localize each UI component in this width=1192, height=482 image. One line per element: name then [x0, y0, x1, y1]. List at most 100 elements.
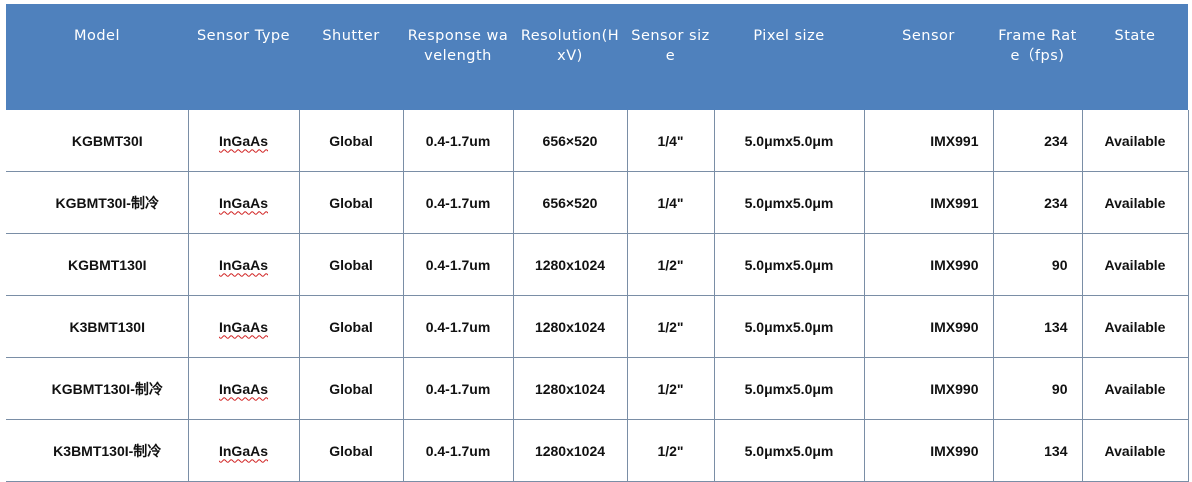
- cell-shutter: Global: [298, 295, 403, 358]
- sensor-value: IMX990: [930, 380, 979, 397]
- cell-sensor-type: InGaAs: [187, 110, 299, 172]
- header-state: State: [1082, 4, 1188, 110]
- table-row: K3BMT130I InGaAs Global 0.4-1.7um 1280x1024 1…: [6, 295, 1189, 358]
- cell-model: KGBMT130I: [6, 233, 188, 296]
- cell-state: Available: [1081, 295, 1189, 358]
- cell-pixel-size: 5.0μmx5.0μm: [713, 295, 864, 358]
- header-sensor-type: Sensor Type: [188, 4, 299, 110]
- state-value: Available: [1104, 132, 1166, 149]
- cell-frame-rate: 134: [992, 295, 1082, 358]
- frame-rate-value: 134: [1044, 442, 1068, 459]
- state-value: Available: [1104, 442, 1166, 459]
- cell-sensor: IMX990: [863, 295, 993, 358]
- cell-resolution: 1280x1024: [512, 233, 627, 296]
- frame-rate-value: 90: [1051, 256, 1068, 273]
- resolution-value: 1280x1024: [534, 256, 606, 273]
- response-wavelength-value: 0.4-1.7um: [425, 132, 491, 149]
- sensor-type-value: InGaAs: [218, 194, 268, 211]
- cell-frame-rate: 234: [992, 171, 1082, 234]
- resolution-value: 656×520: [542, 194, 598, 211]
- pixel-size-value: 5.0μmx5.0μm: [744, 256, 834, 273]
- shutter-value: Global: [329, 132, 373, 149]
- cell-pixel-size: 5.0μmx5.0μm: [713, 171, 864, 234]
- cell-sensor: IMX990: [863, 419, 993, 482]
- cell-resolution: 656×520: [512, 110, 627, 172]
- header-sensor: Sensor: [864, 4, 993, 110]
- model-value: K3BMT130I-制冷: [53, 442, 162, 459]
- header-sensor-size: Sensor size: [627, 4, 714, 110]
- sensor-type-value: InGaAs: [218, 256, 268, 273]
- sensor-type-value: InGaAs: [218, 318, 268, 335]
- sensor-value: IMX991: [930, 132, 979, 149]
- sensor-type-value: InGaAs: [218, 442, 268, 459]
- sensor-value: IMX990: [930, 256, 979, 273]
- cell-model: KGBMT30I-制冷: [6, 171, 188, 234]
- pixel-size-value: 5.0μmx5.0μm: [744, 194, 834, 211]
- model-value: KGBMT130I-制冷: [51, 380, 163, 397]
- response-wavelength-value: 0.4-1.7um: [425, 442, 491, 459]
- model-value: KGBMT30I-制冷: [55, 194, 159, 211]
- shutter-value: Global: [329, 442, 373, 459]
- header-model: Model: [6, 4, 188, 110]
- cell-pixel-size: 5.0μmx5.0μm: [713, 419, 864, 482]
- sensor-type-value: InGaAs: [218, 380, 268, 397]
- cell-sensor-size: 1/4": [626, 171, 714, 234]
- sensor-type-value: InGaAs: [218, 132, 268, 149]
- cell-sensor: IMX991: [863, 110, 993, 172]
- cell-response-wavelength: 0.4-1.7um: [402, 419, 513, 482]
- cell-shutter: Global: [298, 419, 403, 482]
- cell-sensor: IMX990: [863, 357, 993, 420]
- state-value: Available: [1104, 318, 1166, 335]
- sensor-size-value: 1/4": [657, 194, 684, 211]
- resolution-value: 1280x1024: [534, 380, 606, 397]
- cell-sensor-size: 1/2": [626, 233, 714, 296]
- cell-resolution: 1280x1024: [512, 295, 627, 358]
- cell-response-wavelength: 0.4-1.7um: [402, 233, 513, 296]
- cell-frame-rate: 90: [992, 233, 1082, 296]
- cell-model: K3BMT130I: [6, 295, 188, 358]
- response-wavelength-value: 0.4-1.7um: [425, 256, 491, 273]
- resolution-value: 1280x1024: [534, 318, 606, 335]
- pixel-size-value: 5.0μmx5.0μm: [744, 380, 834, 397]
- model-value: KGBMT30I: [71, 132, 143, 149]
- table-row: KGBMT130I InGaAs Global 0.4-1.7um 1280x1024 1…: [6, 233, 1189, 296]
- cell-state: Available: [1081, 171, 1189, 234]
- cell-sensor: IMX991: [863, 171, 993, 234]
- cell-model: KGBMT130I-制冷: [6, 357, 188, 420]
- cell-sensor-type: InGaAs: [187, 171, 299, 234]
- header-shutter: Shutter: [299, 4, 403, 110]
- sensor-value: IMX991: [930, 194, 979, 211]
- pixel-size-value: 5.0μmx5.0μm: [744, 318, 834, 335]
- frame-rate-value: 234: [1044, 132, 1068, 149]
- shutter-value: Global: [329, 380, 373, 397]
- sensor-value: IMX990: [930, 318, 979, 335]
- cell-state: Available: [1081, 419, 1189, 482]
- state-value: Available: [1104, 380, 1166, 397]
- pixel-size-value: 5.0μmx5.0μm: [744, 132, 834, 149]
- cell-frame-rate: 90: [992, 357, 1082, 420]
- state-value: Available: [1104, 194, 1166, 211]
- cell-response-wavelength: 0.4-1.7um: [402, 295, 513, 358]
- cell-sensor-type: InGaAs: [187, 357, 299, 420]
- response-wavelength-value: 0.4-1.7um: [425, 318, 491, 335]
- shutter-value: Global: [329, 318, 373, 335]
- sensor-value: IMX990: [930, 442, 979, 459]
- cell-resolution: 656×520: [512, 171, 627, 234]
- cell-sensor-size: 1/2": [626, 295, 714, 358]
- cell-shutter: Global: [298, 171, 403, 234]
- sensor-size-value: 1/2": [657, 380, 684, 397]
- cell-model: KGBMT30I: [6, 110, 188, 172]
- cell-state: Available: [1081, 357, 1189, 420]
- sensor-size-value: 1/2": [657, 256, 684, 273]
- cell-pixel-size: 5.0μmx5.0μm: [713, 233, 864, 296]
- header-row: Model Sensor Type Shutter Response waveleng…: [6, 4, 1188, 110]
- resolution-value: 1280x1024: [534, 442, 606, 459]
- cell-frame-rate: 234: [992, 110, 1082, 172]
- frame-rate-value: 234: [1044, 194, 1068, 211]
- shutter-value: Global: [329, 256, 373, 273]
- state-value: Available: [1104, 256, 1166, 273]
- cell-response-wavelength: 0.4-1.7um: [402, 357, 513, 420]
- cell-shutter: Global: [298, 233, 403, 296]
- response-wavelength-value: 0.4-1.7um: [425, 194, 491, 211]
- cell-state: Available: [1081, 233, 1189, 296]
